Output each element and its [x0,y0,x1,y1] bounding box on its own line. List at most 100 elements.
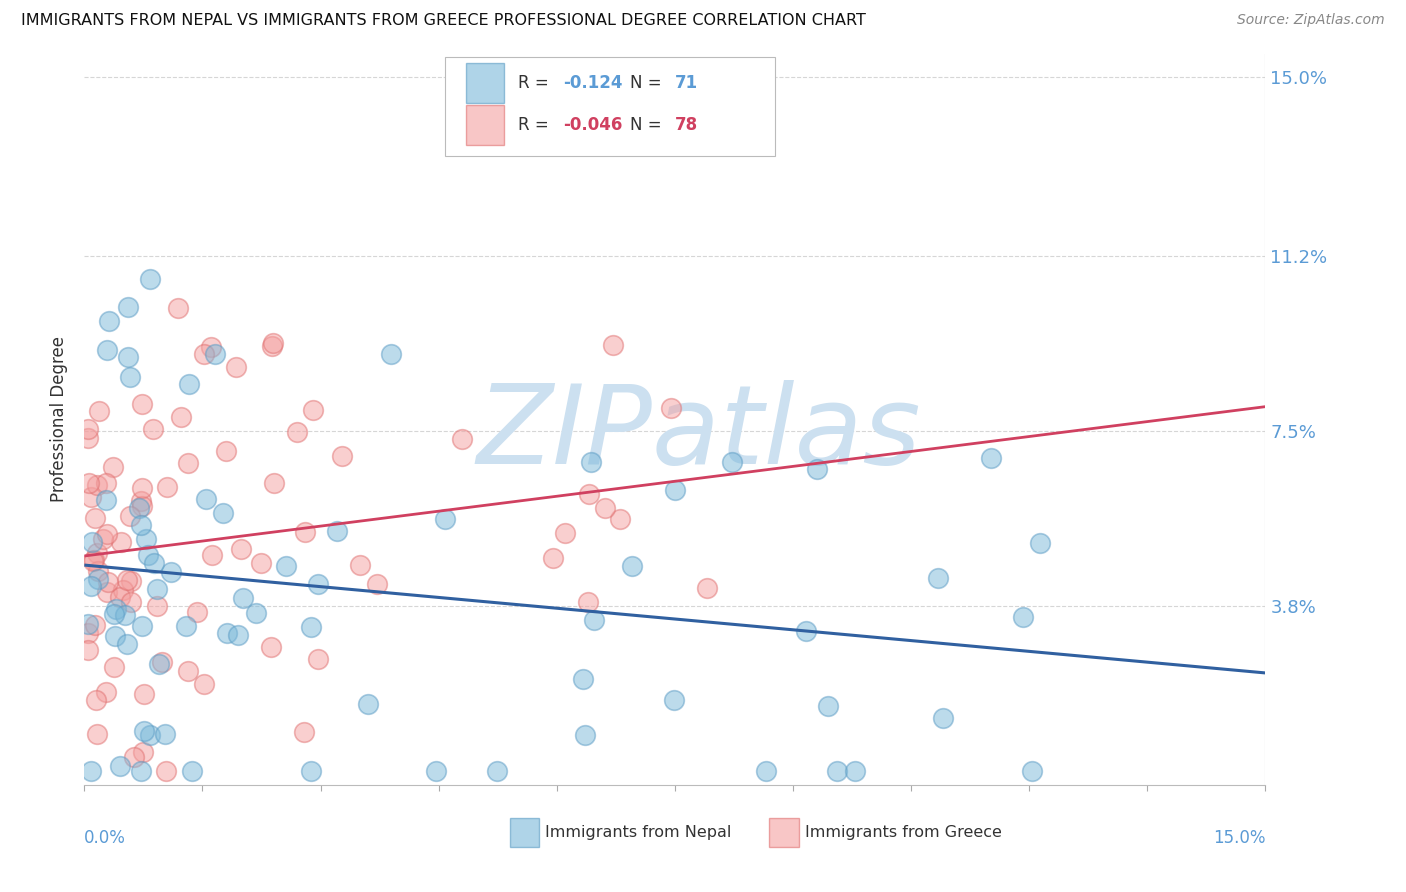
Point [554,525,576,540]
Point [80,490,103,504]
Point [94,685,117,699]
Point [621,558,644,573]
Point [120,595,142,609]
Point [111,583,134,598]
Point [84,693,107,707]
Point [609,512,631,526]
Point [572,672,595,686]
Text: 15.0%: 15.0% [1213,829,1265,847]
Point [602,338,624,352]
Point [366,577,388,591]
Point [307,651,329,665]
Point [349,558,371,573]
Point [825,764,848,778]
Point [131,517,153,532]
Point [193,347,215,361]
Text: Source: ZipAtlas.com: Source: ZipAtlas.com [1237,13,1385,28]
Point [110,535,132,549]
Point [108,759,131,773]
Point [200,340,222,354]
FancyBboxPatch shape [509,818,538,847]
Point [326,524,349,538]
Point [1012,610,1035,624]
Point [87,572,110,586]
Point [86,478,108,492]
Point [117,300,139,314]
Point [226,628,249,642]
Point [574,728,596,742]
Point [150,655,173,669]
Point [139,272,162,286]
Point [91,533,114,547]
Point [177,377,200,392]
Point [117,350,139,364]
Text: -0.124: -0.124 [562,74,623,92]
Point [135,533,157,547]
Text: 71: 71 [675,74,697,92]
Text: ZIPatlas: ZIPatlas [477,380,921,487]
Point [114,608,136,623]
Point [96,585,118,599]
Point [245,606,267,620]
Point [87,564,110,578]
Point [132,687,155,701]
Point [77,616,100,631]
Point [250,556,273,570]
Point [80,534,103,549]
Point [101,460,124,475]
Point [662,693,685,707]
Point [104,629,127,643]
Point [380,347,402,361]
Point [229,542,252,557]
Point [131,397,153,411]
Point [796,624,818,638]
Point [817,699,839,714]
Point [118,508,141,523]
Point [215,443,238,458]
Point [156,480,179,494]
Point [132,745,155,759]
Point [118,370,141,384]
Point [806,462,828,476]
Point [1021,764,1043,778]
Point [77,475,100,490]
Text: IMMIGRANTS FROM NEPAL VS IMMIGRANTS FROM GREECE PROFESSIONAL DEGREE CORRELATION : IMMIGRANTS FROM NEPAL VS IMMIGRANTS FROM… [21,13,866,29]
Point [80,579,103,593]
Point [167,301,190,315]
Point [89,403,111,417]
Point [155,764,177,778]
Point [132,724,155,739]
Point [77,625,100,640]
Text: N =: N = [630,74,666,92]
FancyBboxPatch shape [444,57,775,156]
Point [128,501,150,516]
Point [77,421,100,435]
Point [177,456,200,470]
Point [146,599,169,614]
Y-axis label: Professional Degree: Professional Degree [51,336,69,502]
Point [486,764,509,778]
Point [541,550,564,565]
Point [260,339,283,353]
Point [263,476,285,491]
Point [579,455,602,469]
Text: 78: 78 [675,116,697,134]
Point [433,512,456,526]
Point [105,601,128,615]
Point [274,558,297,573]
Point [292,724,315,739]
Point [755,764,778,778]
Point [82,554,104,568]
Point [129,764,152,778]
Text: -0.046: -0.046 [562,116,621,134]
Point [201,548,224,562]
Point [86,546,108,560]
Point [193,676,215,690]
Point [301,402,323,417]
Point [294,525,316,540]
Point [96,527,118,541]
Point [77,643,100,657]
Point [180,764,202,778]
Point [120,574,142,589]
FancyBboxPatch shape [769,818,799,847]
